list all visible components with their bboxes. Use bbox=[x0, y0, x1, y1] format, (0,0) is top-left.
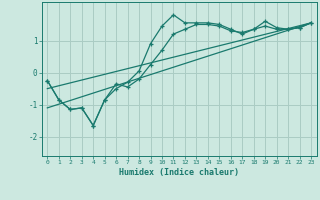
X-axis label: Humidex (Indice chaleur): Humidex (Indice chaleur) bbox=[119, 168, 239, 177]
